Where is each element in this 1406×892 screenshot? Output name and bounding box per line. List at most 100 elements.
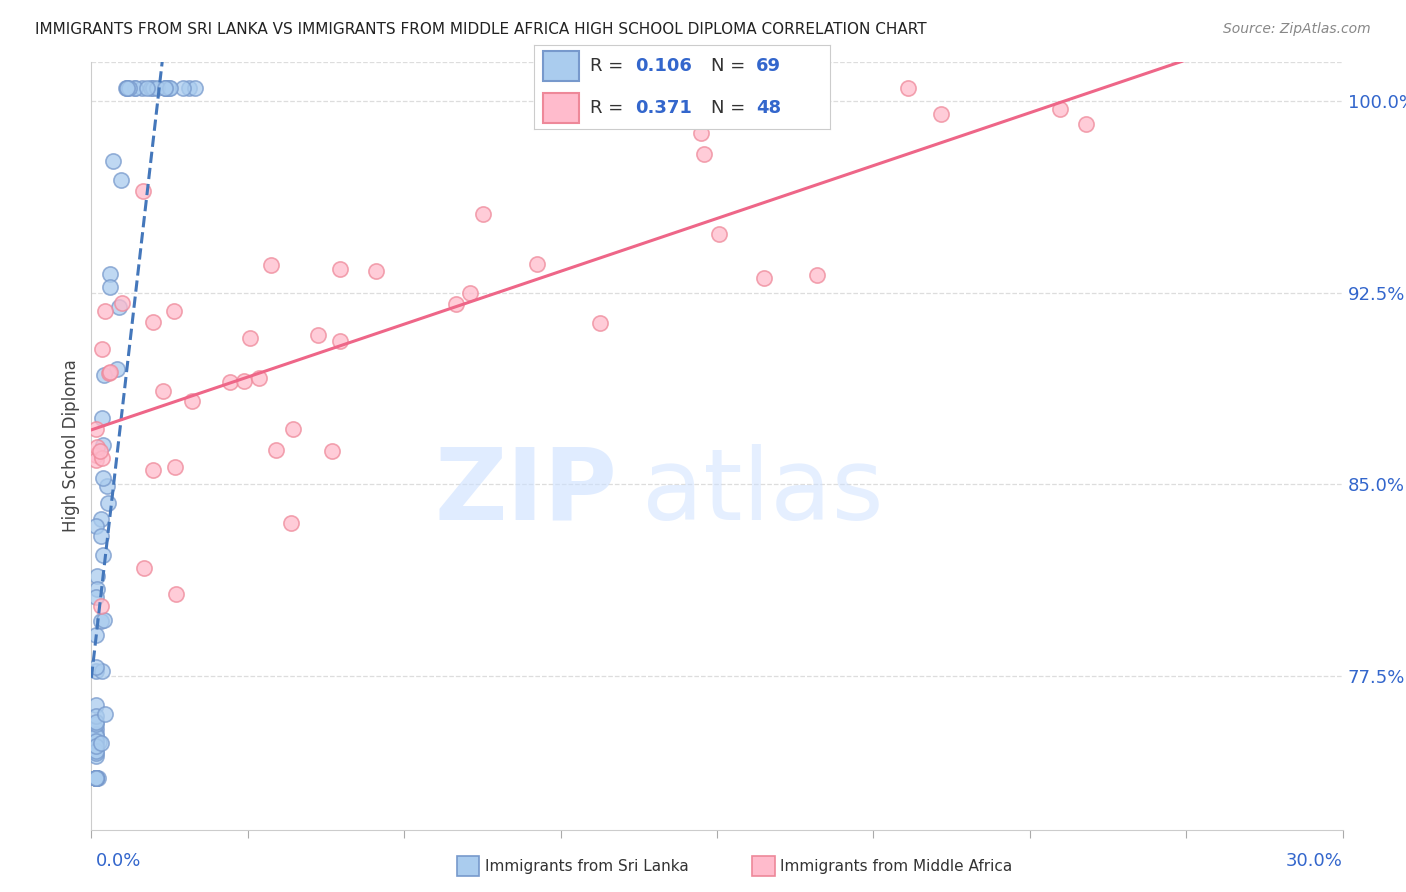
Point xyxy=(84,664,107,678)
Point xyxy=(84,749,107,764)
Point xyxy=(90,599,112,613)
Point xyxy=(98,279,121,293)
Point xyxy=(364,264,387,278)
Point xyxy=(141,81,163,95)
Text: 0.106: 0.106 xyxy=(634,57,692,75)
Point xyxy=(329,334,352,348)
Text: Immigrants from Sri Lanka: Immigrants from Sri Lanka xyxy=(485,859,689,873)
Point xyxy=(89,444,111,458)
Point xyxy=(897,81,920,95)
Point xyxy=(87,735,110,749)
Point xyxy=(84,772,107,786)
Point xyxy=(84,716,107,731)
Point xyxy=(91,438,114,452)
Point xyxy=(281,422,304,436)
Text: IMMIGRANTS FROM SRI LANKA VS IMMIGRANTS FROM MIDDLE AFRICA HIGH SCHOOL DIPLOMA C: IMMIGRANTS FROM SRI LANKA VS IMMIGRANTS … xyxy=(35,22,927,37)
Text: 69: 69 xyxy=(756,57,780,75)
Point xyxy=(101,154,124,169)
Point xyxy=(84,659,107,673)
Point xyxy=(709,227,731,241)
Point xyxy=(90,614,112,628)
Point xyxy=(157,81,180,95)
Bar xyxy=(543,51,579,81)
Point xyxy=(219,375,242,389)
Point xyxy=(260,258,283,272)
Point xyxy=(84,744,107,758)
Point xyxy=(84,698,107,712)
Text: N =: N = xyxy=(711,57,751,75)
Point xyxy=(84,772,107,786)
Point xyxy=(91,471,114,485)
Text: 48: 48 xyxy=(756,99,780,117)
Y-axis label: High School Diploma: High School Diploma xyxy=(62,359,80,533)
Point xyxy=(107,300,129,314)
Point xyxy=(155,81,177,95)
Point xyxy=(233,374,256,388)
Point xyxy=(84,739,107,753)
Point xyxy=(754,271,776,285)
Point xyxy=(165,460,187,475)
Text: Immigrants from Middle Africa: Immigrants from Middle Africa xyxy=(780,859,1012,873)
Point xyxy=(471,207,494,221)
Point xyxy=(247,370,270,384)
Point xyxy=(94,707,117,722)
Point xyxy=(692,146,714,161)
Text: ZIP: ZIP xyxy=(434,443,617,541)
Point xyxy=(526,257,548,271)
Point xyxy=(84,726,107,740)
Point xyxy=(84,734,107,748)
Point xyxy=(329,261,352,276)
Point xyxy=(91,451,114,466)
Point xyxy=(84,772,107,786)
Point xyxy=(181,393,204,408)
Text: 30.0%: 30.0% xyxy=(1286,852,1343,870)
Text: R =: R = xyxy=(591,57,630,75)
Point xyxy=(84,448,107,462)
Point xyxy=(307,327,329,342)
Point xyxy=(132,184,155,198)
Point xyxy=(183,81,205,95)
Point xyxy=(163,304,186,318)
Point xyxy=(84,519,107,533)
Point xyxy=(84,422,107,436)
Point xyxy=(90,529,112,543)
Point xyxy=(98,267,121,281)
Point xyxy=(589,316,612,330)
Point xyxy=(155,81,177,95)
Point xyxy=(118,81,141,95)
Point xyxy=(280,516,302,530)
Point xyxy=(142,81,165,95)
Text: 0.371: 0.371 xyxy=(634,99,692,117)
Point xyxy=(84,772,107,786)
Point xyxy=(84,590,107,604)
Point xyxy=(98,365,121,379)
Point xyxy=(179,81,201,95)
Point xyxy=(84,453,107,467)
Point xyxy=(90,664,112,678)
Point xyxy=(84,722,107,736)
Point xyxy=(93,304,115,318)
Point xyxy=(93,613,115,627)
Point xyxy=(146,81,169,95)
Bar xyxy=(543,93,579,123)
Text: N =: N = xyxy=(711,99,751,117)
Point xyxy=(806,268,828,283)
Text: Source: ZipAtlas.com: Source: ZipAtlas.com xyxy=(1223,22,1371,37)
Point xyxy=(90,736,112,750)
Point xyxy=(152,384,174,399)
Point xyxy=(134,561,156,575)
Point xyxy=(84,772,107,786)
Point xyxy=(97,495,120,509)
Point xyxy=(84,628,107,642)
Point xyxy=(172,81,194,95)
Point xyxy=(91,548,114,562)
Point xyxy=(264,442,287,457)
Point xyxy=(124,81,146,95)
Point xyxy=(142,315,165,329)
Point xyxy=(84,729,107,743)
Point xyxy=(107,362,129,376)
Point xyxy=(1074,117,1097,131)
Point xyxy=(115,81,138,95)
Point xyxy=(87,772,110,786)
Point xyxy=(84,708,107,723)
